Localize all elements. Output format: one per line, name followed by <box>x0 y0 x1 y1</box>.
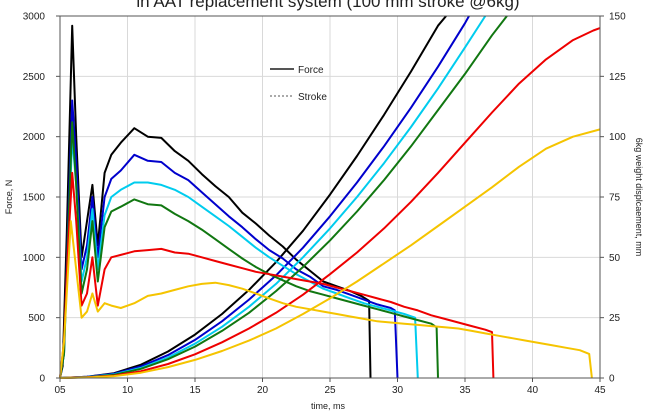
y-left-tick-label: 3000 <box>23 12 46 23</box>
y-right-tick-label: 150 <box>609 12 626 23</box>
series-5 <box>59 128 601 379</box>
y-right-tick-label: 100 <box>609 132 626 143</box>
stroke-line-5 <box>59 128 601 379</box>
y-left-ticks: 0 500 1000 1500 2000 2500 3000 <box>23 12 60 385</box>
y-right-axis-label: 6kg weight displcaement, mm <box>634 138 644 257</box>
series-layer <box>59 15 601 379</box>
x-tick-label: 20 <box>257 385 269 396</box>
y-right-tick-label: 125 <box>609 72 626 83</box>
grid <box>59 15 601 379</box>
x-ticks: 05 10 15 20 25 30 35 40 45 <box>54 378 606 396</box>
legend-force-label: Force <box>298 65 324 76</box>
stroke-line-0 <box>59 15 447 379</box>
legend: Force Stroke <box>270 65 327 103</box>
y-right-ticks: 0 25 50 75 100 125 150 <box>600 12 626 385</box>
y-right-tick-label: 75 <box>609 193 621 204</box>
x-tick-label: 35 <box>459 385 471 396</box>
x-tick-label: 05 <box>54 385 66 396</box>
force-line-1 <box>59 99 399 379</box>
y-left-tick-label: 2000 <box>23 132 46 143</box>
x-tick-label: 30 <box>392 385 404 396</box>
force-line-4 <box>59 171 495 379</box>
force-line-2 <box>59 135 419 379</box>
legend-stroke-label: Stroke <box>298 92 327 103</box>
x-tick-label: 40 <box>527 385 539 396</box>
series-0 <box>59 15 447 379</box>
y-right-tick-label: 50 <box>609 253 621 264</box>
series-3 <box>59 15 508 379</box>
y-left-tick-label: 0 <box>39 374 45 385</box>
y-right-tick-label: 25 <box>609 313 621 324</box>
force-line-3 <box>59 121 439 379</box>
x-tick-label: 10 <box>122 385 134 396</box>
y-right-tick-label: 0 <box>609 374 615 385</box>
y-left-tick-label: 1000 <box>23 253 46 264</box>
x-tick-label: 25 <box>324 385 336 396</box>
y-left-axis-label: Force, N <box>4 180 14 215</box>
series-4 <box>59 27 601 379</box>
x-tick-label: 45 <box>594 385 606 396</box>
x-tick-label: 15 <box>189 385 201 396</box>
chart-title: in AAT replacement system (100 mm stroke… <box>136 0 519 11</box>
y-left-tick-label: 500 <box>28 313 45 324</box>
force-line-0 <box>59 24 372 379</box>
y-left-tick-label: 2500 <box>23 72 46 83</box>
stroke-line-3 <box>59 15 508 379</box>
x-axis-label: time, ms <box>311 401 346 411</box>
stroke-line-4 <box>59 27 601 379</box>
y-left-tick-label: 1500 <box>23 193 46 204</box>
force-line-5 <box>59 220 593 379</box>
